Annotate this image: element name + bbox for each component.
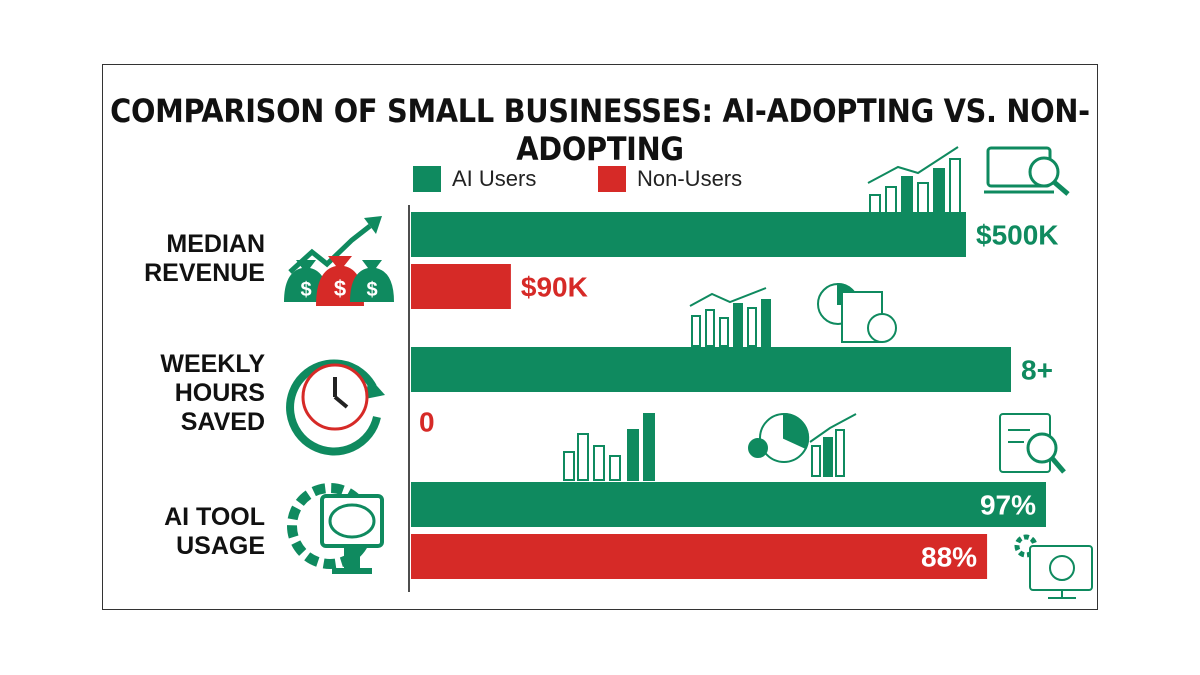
value-label-median-revenue-ai-users: $500K — [976, 220, 1059, 251]
pie-document-dollar-icon — [817, 282, 897, 343]
bar-growth-icon — [689, 287, 771, 347]
value-labels-group: $500K $90K 8+ 0 97%88% — [419, 220, 1059, 573]
bar-median-revenue-ai-users — [411, 212, 966, 257]
category-label-line: WEEKLY — [160, 350, 265, 378]
category-label-weekly-hours-saved: WEEKLY HOURS SAVED — [85, 350, 265, 437]
category-label-line: AI TOOL — [164, 503, 265, 531]
report-search-icon — [999, 413, 1066, 474]
bar-weekly-hours-saved-ai-users — [411, 347, 1011, 392]
svg-text:$: $ — [300, 279, 311, 301]
money-bags-icon: $ $ $ — [284, 216, 394, 306]
clock-icon — [286, 359, 385, 456]
legend-label-non-users: Non-Users — [637, 166, 743, 191]
category-label-line: USAGE — [176, 532, 265, 560]
chart-title: COMPARISON OF SMALL BUSINESSES: AI-ADOPT… — [110, 92, 1090, 168]
legend-swatch-non-users — [598, 166, 626, 192]
legend-item-ai-users: AI Users — [413, 166, 536, 192]
legend-item-non-users: Non-Users — [598, 166, 742, 192]
category-label-line: HOURS — [174, 379, 265, 407]
value-label-weekly-hours-saved-ai-users: 8+ — [1021, 355, 1053, 386]
bar-ai-tool-usage-ai-users — [411, 482, 1046, 527]
category-label-median-revenue: MEDIAN REVENUE — [85, 230, 265, 288]
gear-monitor-icon — [1014, 534, 1093, 599]
svg-text:$: $ — [334, 276, 346, 301]
magnifier-report-icon — [984, 146, 1070, 196]
bar-median-revenue-non-users — [411, 264, 511, 309]
ai-brain-monitor-icon — [287, 483, 384, 574]
legend-swatch-ai-users — [413, 166, 441, 192]
value-label-ai-tool-usage-ai-users: 97% — [980, 490, 1036, 521]
value-label-weekly-hours-saved-non-users: 0 — [419, 407, 435, 438]
value-label-median-revenue-non-users: $90K — [521, 272, 588, 303]
legend-label-ai-users: AI Users — [452, 166, 537, 191]
analytics-person-icon — [748, 412, 857, 477]
bar-ai-tool-usage-non-users — [411, 534, 988, 579]
bars-group — [411, 212, 1046, 579]
category-label-line: REVENUE — [144, 259, 265, 287]
value-label-ai-tool-usage-non-users: 88% — [921, 542, 977, 573]
category-label-ai-tool-usage: AI TOOL USAGE — [85, 503, 265, 561]
growth-chart-icon — [867, 146, 961, 214]
category-label-line: SAVED — [180, 408, 265, 436]
svg-text:$: $ — [366, 279, 377, 301]
bar-chart-icon — [563, 413, 655, 481]
category-label-line: MEDIAN — [166, 230, 265, 258]
